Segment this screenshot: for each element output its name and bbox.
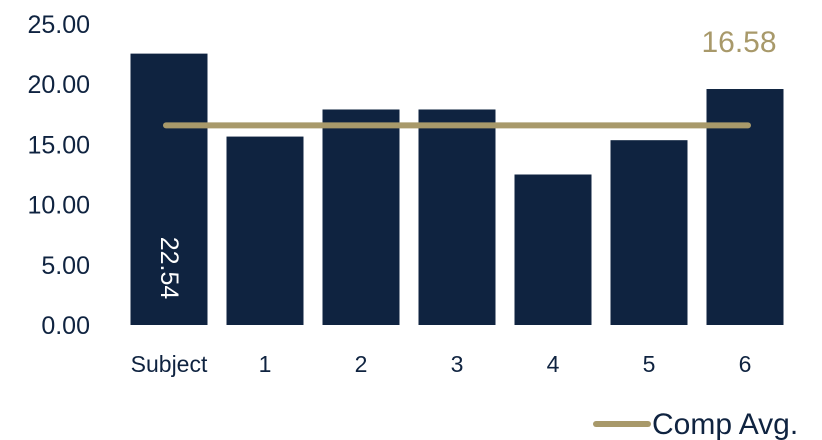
bar-2 [322,109,400,325]
comp-avg-value-label: 16.58 [701,26,776,59]
y-tick-label: 25.00 [27,11,90,39]
data-label-subject: 22.54 [155,237,183,300]
legend-label-comp-avg: Comp Avg. [652,408,798,440]
bar-4 [514,174,592,325]
x-axis: Subject 1 2 3 4 5 6 [131,351,752,377]
legend: Comp Avg. [593,408,798,440]
bar-3 [418,109,496,325]
bar-1 [226,136,304,325]
y-tick-label: 5.00 [41,252,90,280]
y-tick-label: 0.00 [41,312,90,340]
x-tick-label: 3 [451,351,464,377]
x-tick-label: 6 [739,351,752,377]
y-axis: 0.00 5.00 10.00 15.00 20.00 25.00 [27,11,90,340]
bar-5 [610,140,688,325]
x-tick-label: 4 [547,351,560,377]
x-tick-label: Subject [131,351,208,377]
bar-subject [130,53,208,325]
y-tick-label: 10.00 [27,192,90,220]
x-tick-label: 2 [355,351,368,377]
x-tick-label: 5 [643,351,656,377]
y-tick-label: 20.00 [27,71,90,99]
bars: 22.54 [130,53,784,326]
y-tick-label: 15.00 [27,131,90,159]
x-tick-label: 1 [259,351,272,377]
